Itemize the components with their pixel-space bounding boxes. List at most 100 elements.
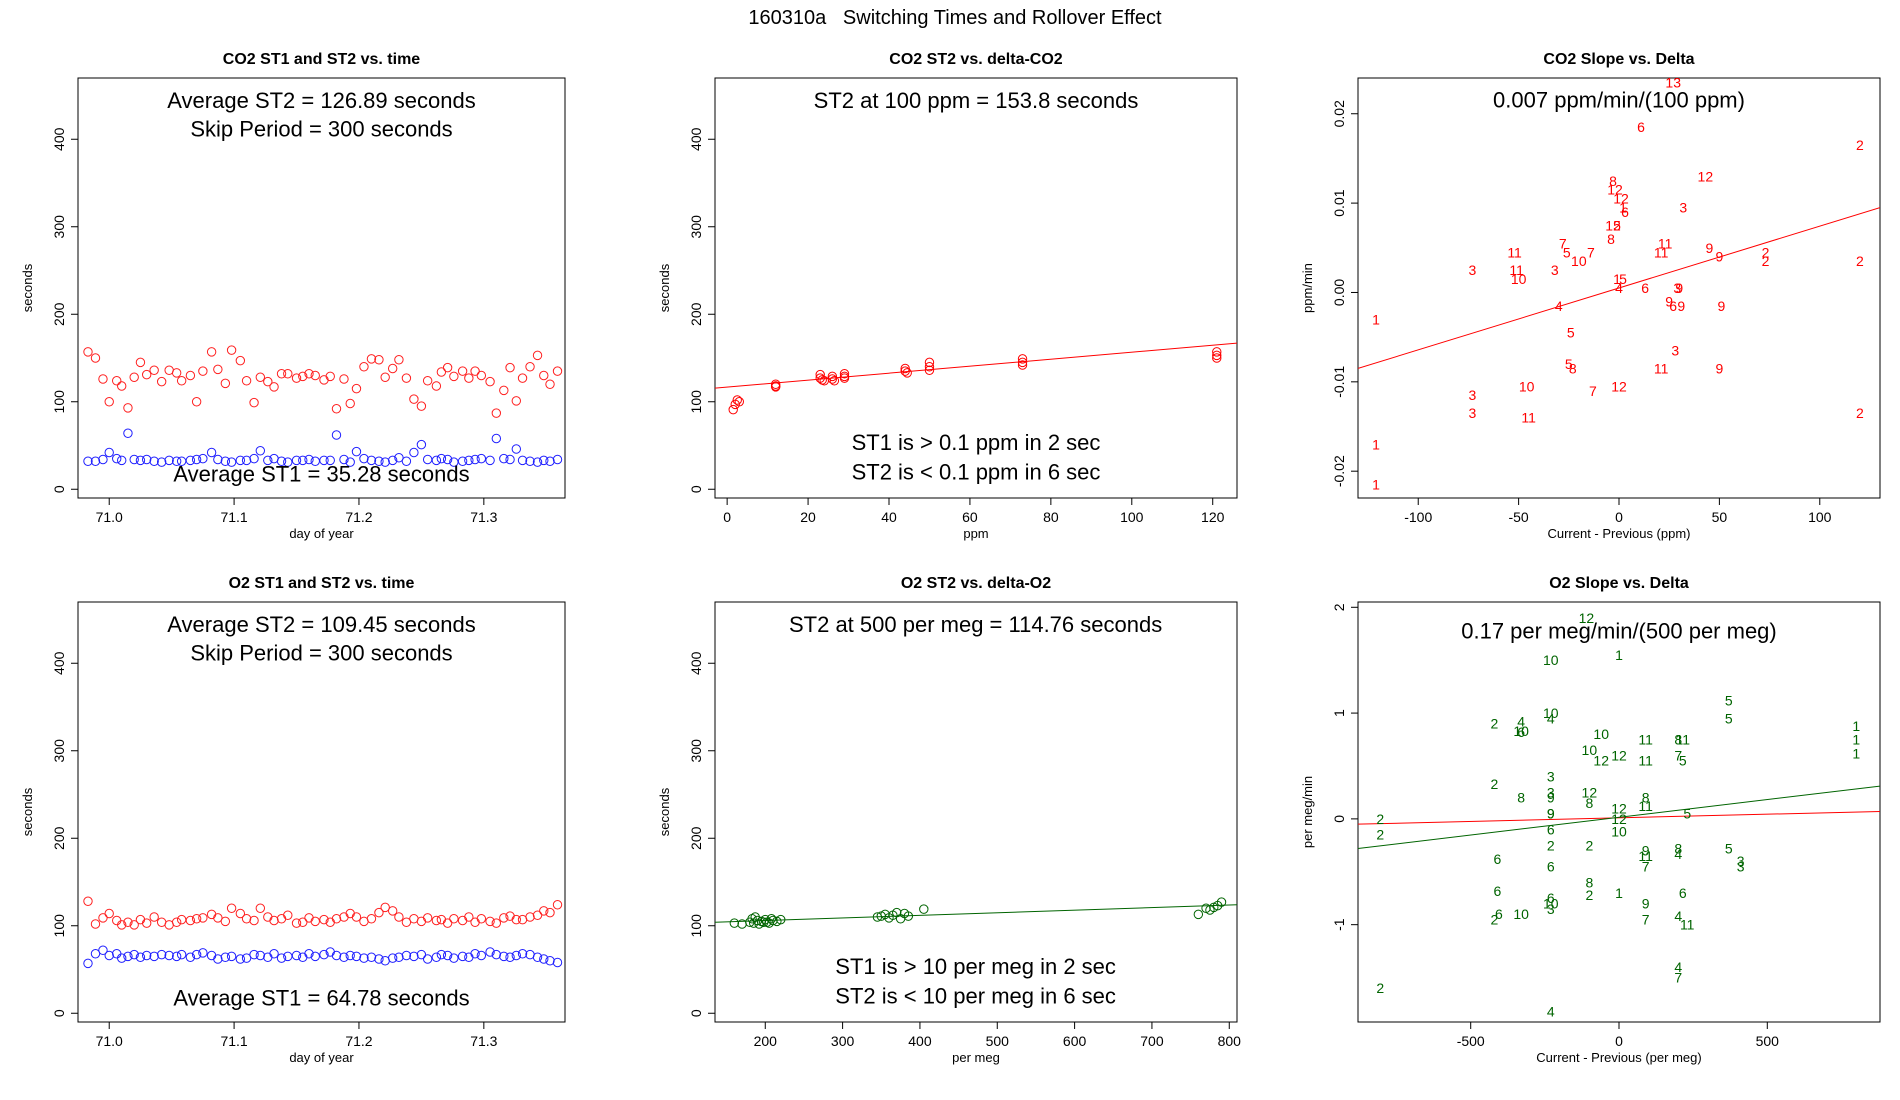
data-point (924, 357, 935, 368)
data-point (319, 455, 329, 466)
data-point-label: 1 (1613, 271, 1621, 287)
panel-co2-slope: CO2 Slope vs. Delta -100 -50 0 50 100 -0.02 -0.… (1300, 51, 1881, 541)
data-point (185, 915, 196, 926)
data-point (436, 914, 447, 925)
data-point (1017, 354, 1028, 364)
data-point (123, 428, 133, 438)
data-point-label: 1 (1372, 477, 1380, 493)
data-point-label: 11 (1638, 798, 1653, 814)
data-point (539, 455, 549, 466)
x-tick-label: -100 (1404, 509, 1432, 525)
data-point-label: 2 (1585, 887, 1593, 903)
data-point (539, 906, 549, 916)
data-point (198, 366, 208, 376)
data-point (517, 373, 528, 383)
data-point (394, 453, 404, 463)
data-point (298, 371, 308, 382)
data-point (255, 446, 266, 456)
x-tick-label: 71.1 (220, 1033, 247, 1049)
data-point (325, 455, 335, 466)
data-point (387, 363, 398, 374)
data-point (345, 950, 355, 961)
data-point (156, 376, 167, 387)
data-point (1212, 353, 1222, 363)
data-point (319, 949, 329, 960)
chart-annotation: ST2 at 500 per meg = 114.76 seconds (789, 612, 1162, 637)
data-point (104, 908, 114, 919)
data-point (1193, 909, 1204, 920)
x-tick-label: 0 (1615, 1033, 1623, 1049)
plot-frame (77, 77, 566, 499)
data-point (827, 374, 838, 384)
data-point (464, 455, 474, 466)
data-point-label: 9 (1675, 280, 1683, 296)
x-axis-label: day of year (289, 526, 354, 541)
data-point (176, 949, 187, 960)
chart-title: CO2 ST2 vs. delta-CO2 (889, 51, 1062, 68)
data-point-label: 4 (1615, 280, 1623, 296)
data-point (176, 376, 187, 386)
data-point (380, 457, 390, 467)
data-point (491, 408, 502, 418)
data-point (298, 917, 308, 927)
data-point (766, 914, 777, 924)
data-point-label: 12 (1605, 217, 1621, 233)
data-point (902, 368, 912, 378)
data-point (900, 366, 910, 376)
data-point (135, 455, 146, 466)
data-point (104, 397, 114, 407)
y-tick-label: 400 (688, 127, 704, 151)
data-point (310, 951, 320, 962)
data-point-label: 3 (1547, 784, 1555, 800)
data-point-label: 1 (1372, 311, 1380, 327)
data-point (387, 953, 398, 963)
data-point (464, 952, 474, 962)
data-point (235, 954, 246, 964)
data-point-label: 6 (1637, 119, 1645, 135)
data-point (436, 367, 447, 377)
data-point (249, 949, 259, 960)
data-point (499, 913, 509, 923)
chart-annotation: 0.007 ppm/min/(100 ppm) (1493, 87, 1745, 112)
data-point (351, 951, 362, 962)
data-point-label: 11 (1638, 753, 1653, 769)
y-tick-label: 0 (51, 485, 67, 493)
x-tick-label: 200 (754, 1033, 778, 1049)
data-point (545, 956, 555, 966)
data-point (98, 913, 108, 923)
data-point-label: 9 (1547, 790, 1555, 806)
data-point (339, 454, 349, 465)
data-point (409, 447, 419, 458)
data-point (185, 455, 196, 466)
x-tick-label: 80 (1043, 509, 1059, 525)
x-tick-label: 71.3 (470, 509, 497, 525)
data-point (401, 373, 412, 383)
data-point-label: 8 (1674, 840, 1682, 856)
x-tick-label: 600 (1063, 1033, 1087, 1049)
data-point-label: 8 (1585, 874, 1593, 890)
data-point-label: 1 (1852, 745, 1860, 761)
data-point (491, 433, 502, 444)
data-point (226, 903, 237, 913)
x-tick-label: 0 (1615, 509, 1623, 525)
data-point-label: 12 (1611, 800, 1627, 816)
data-point (499, 453, 509, 464)
data-point (499, 385, 509, 396)
data-point-label: 1 (1615, 647, 1623, 663)
data-point-label: 11 (1654, 360, 1669, 376)
data-point (226, 951, 237, 962)
data-point (325, 371, 335, 382)
data-point (903, 911, 914, 921)
data-point (409, 951, 419, 962)
data-point-label: 2 (1762, 253, 1770, 269)
data-point (185, 952, 196, 962)
data-point (98, 374, 108, 384)
data-point-label: 12 (1579, 610, 1595, 626)
y-tick-label: 400 (51, 651, 67, 675)
data-point (374, 355, 384, 365)
data-point (117, 953, 127, 963)
data-point (485, 455, 495, 466)
x-tick-label: 71.0 (96, 509, 123, 525)
plot-area: 1113331111101011345558710778121285121211… (1358, 78, 1880, 493)
